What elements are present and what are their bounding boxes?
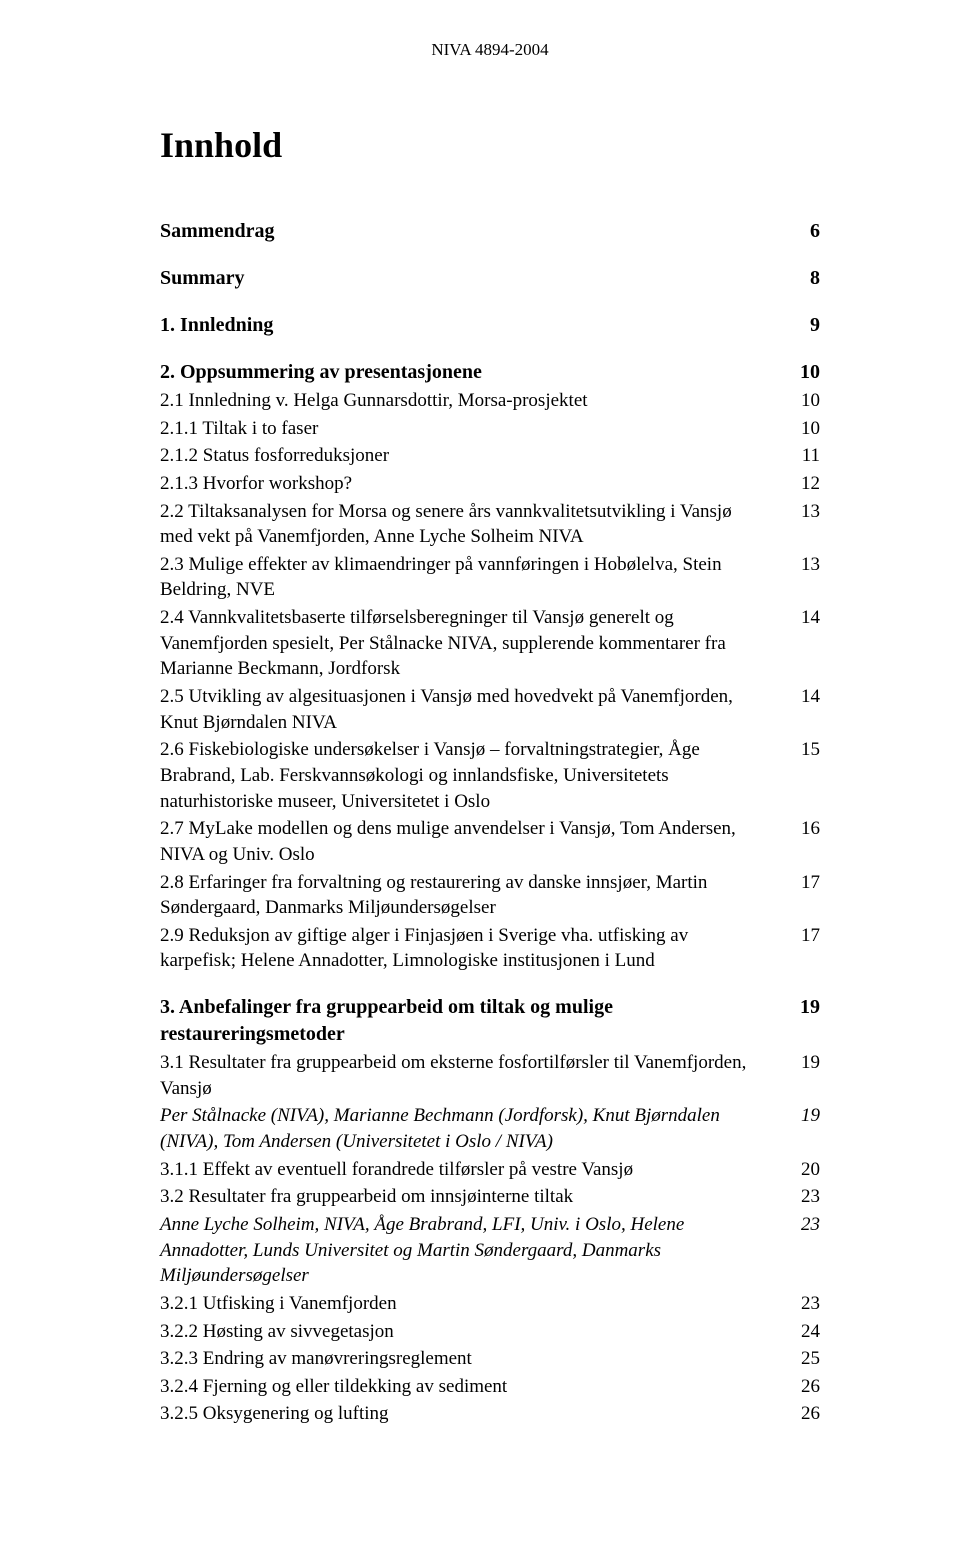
toc-page-number: 16	[784, 816, 820, 842]
toc-label: 3.2.1 Utfisking i Vanemfjorden	[160, 1291, 784, 1317]
toc-page-number: 17	[784, 870, 820, 896]
toc-label: 3.1.1 Effekt av eventuell forandrede til…	[160, 1157, 784, 1183]
toc-label: 2.5 Utvikling av algesituasjonen i Vansj…	[160, 684, 784, 735]
toc-label: Summary	[160, 265, 784, 292]
toc-page-number: 13	[784, 499, 820, 525]
toc-label: 3.1 Resultater fra gruppearbeid om ekste…	[160, 1050, 784, 1101]
toc-page-number: 6	[784, 218, 820, 245]
toc-label: 3.2.2 Høsting av sivvegetasjon	[160, 1319, 784, 1345]
toc-row: 2.3 Mulige effekter av klimaendringer på…	[160, 552, 820, 603]
toc-label: 3.2.4 Fjerning og eller tildekking av se…	[160, 1374, 784, 1400]
toc-page-number: 10	[784, 388, 820, 414]
toc-row: 3.2.2 Høsting av sivvegetasjon24	[160, 1319, 820, 1345]
toc-row: Anne Lyche Solheim, NIVA, Åge Brabrand, …	[160, 1212, 820, 1289]
toc-row: Per Stålnacke (NIVA), Marianne Bechmann …	[160, 1103, 820, 1154]
toc-label: 2.8 Erfaringer fra forvaltning og restau…	[160, 870, 784, 921]
toc-page-number: 14	[784, 605, 820, 631]
toc-label: 3.2.3 Endring av manøvreringsreglement	[160, 1346, 784, 1372]
toc-label: 2.1.3 Hvorfor workshop?	[160, 471, 784, 497]
toc-page-number: 23	[784, 1184, 820, 1210]
toc-page-number: 24	[784, 1319, 820, 1345]
toc-row: 2.2 Tiltaksanalysen for Morsa og senere …	[160, 499, 820, 550]
toc-row: 2.7 MyLake modellen og dens mulige anven…	[160, 816, 820, 867]
toc-row: 3.2.1 Utfisking i Vanemfjorden23	[160, 1291, 820, 1317]
toc-row: 2.8 Erfaringer fra forvaltning og restau…	[160, 870, 820, 921]
toc-page-number: 10	[784, 359, 820, 386]
toc-row: 3.2 Resultater fra gruppearbeid om innsj…	[160, 1184, 820, 1210]
toc-row: 2.5 Utvikling av algesituasjonen i Vansj…	[160, 684, 820, 735]
toc-label: 2.7 MyLake modellen og dens mulige anven…	[160, 816, 784, 867]
toc-page-number: 19	[784, 994, 820, 1021]
toc-label: 2.4 Vannkvalitetsbaserte tilførselsbereg…	[160, 605, 784, 682]
toc-page-number: 17	[784, 923, 820, 949]
toc-row: 3. Anbefalinger fra gruppearbeid om tilt…	[160, 994, 820, 1048]
toc-row: 2.1.2 Status fosforreduksjoner11	[160, 443, 820, 469]
toc-page-number: 14	[784, 684, 820, 710]
toc-page-number: 15	[784, 737, 820, 763]
toc-page-number: 25	[784, 1346, 820, 1372]
toc-page-number: 11	[784, 443, 820, 469]
toc-row: 2.1.1 Tiltak i to faser10	[160, 416, 820, 442]
toc-label: 3. Anbefalinger fra gruppearbeid om tilt…	[160, 994, 784, 1048]
toc-label: 2.9 Reduksjon av giftige alger i Finjasj…	[160, 923, 784, 974]
toc-row: 2. Oppsummering av presentasjonene10	[160, 359, 820, 386]
toc-label: 2.2 Tiltaksanalysen for Morsa og senere …	[160, 499, 784, 550]
document-header: NIVA 4894-2004	[160, 40, 820, 60]
toc-row: 2.1 Innledning v. Helga Gunnarsdottir, M…	[160, 388, 820, 414]
toc-row: 3.2.5 Oksygenering og lufting26	[160, 1401, 820, 1427]
toc-label: 2.6 Fiskebiologiske undersøkelser i Vans…	[160, 737, 784, 814]
toc-page-number: 26	[784, 1401, 820, 1427]
toc-row: 3.1 Resultater fra gruppearbeid om ekste…	[160, 1050, 820, 1101]
toc-label: 3.2.5 Oksygenering og lufting	[160, 1401, 784, 1427]
toc-page-number: 23	[784, 1212, 820, 1238]
toc-label: 2.3 Mulige effekter av klimaendringer på…	[160, 552, 784, 603]
toc-label: 2.1 Innledning v. Helga Gunnarsdottir, M…	[160, 388, 784, 414]
toc-row: 3.2.4 Fjerning og eller tildekking av se…	[160, 1374, 820, 1400]
toc-label: Sammendrag	[160, 218, 784, 245]
toc-page-number: 26	[784, 1374, 820, 1400]
toc-row: Summary8	[160, 265, 820, 292]
toc-page-number: 10	[784, 416, 820, 442]
toc-page-number: 9	[784, 312, 820, 339]
toc-label: Anne Lyche Solheim, NIVA, Åge Brabrand, …	[160, 1212, 784, 1289]
toc-row: 2.9 Reduksjon av giftige alger i Finjasj…	[160, 923, 820, 974]
toc-label: 3.2 Resultater fra gruppearbeid om innsj…	[160, 1184, 784, 1210]
toc-page-number: 20	[784, 1157, 820, 1183]
toc-page-number: 19	[784, 1103, 820, 1129]
toc-row: 2.1.3 Hvorfor workshop?12	[160, 471, 820, 497]
toc-row: 2.6 Fiskebiologiske undersøkelser i Vans…	[160, 737, 820, 814]
toc-row: Sammendrag6	[160, 218, 820, 245]
toc-page-number: 13	[784, 552, 820, 578]
toc-row: 3.2.3 Endring av manøvreringsreglement25	[160, 1346, 820, 1372]
toc-row: 1. Innledning9	[160, 312, 820, 339]
table-of-contents: Sammendrag6Summary81. Innledning92. Opps…	[160, 218, 820, 1427]
toc-page-number: 12	[784, 471, 820, 497]
toc-label: Per Stålnacke (NIVA), Marianne Bechmann …	[160, 1103, 784, 1154]
toc-page-number: 19	[784, 1050, 820, 1076]
toc-label: 2.1.2 Status fosforreduksjoner	[160, 443, 784, 469]
toc-page-number: 23	[784, 1291, 820, 1317]
toc-page-number: 8	[784, 265, 820, 292]
toc-label: 2.1.1 Tiltak i to faser	[160, 416, 784, 442]
toc-row: 2.4 Vannkvalitetsbaserte tilførselsbereg…	[160, 605, 820, 682]
document-title: Innhold	[160, 124, 820, 166]
toc-label: 2. Oppsummering av presentasjonene	[160, 359, 784, 386]
document-page: NIVA 4894-2004 Innhold Sammendrag6Summar…	[0, 0, 960, 1557]
toc-label: 1. Innledning	[160, 312, 784, 339]
toc-row: 3.1.1 Effekt av eventuell forandrede til…	[160, 1157, 820, 1183]
